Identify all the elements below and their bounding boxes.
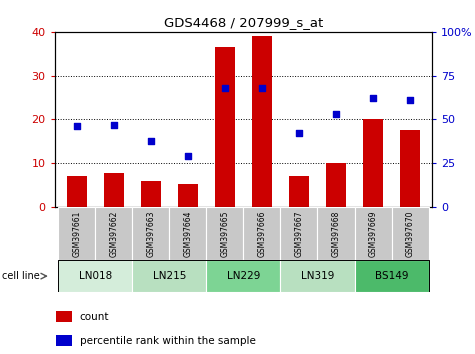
Bar — [400, 130, 420, 207]
Text: count: count — [80, 312, 109, 322]
Point — [73, 124, 81, 129]
Text: GSM397663: GSM397663 — [146, 210, 155, 257]
Bar — [252, 36, 272, 207]
Text: GSM397662: GSM397662 — [109, 210, 118, 257]
Text: GSM397670: GSM397670 — [406, 210, 415, 257]
Title: GDS4468 / 207999_s_at: GDS4468 / 207999_s_at — [164, 16, 323, 29]
Bar — [280, 260, 354, 292]
Point — [258, 85, 266, 91]
Bar — [280, 207, 317, 260]
Bar — [58, 207, 95, 260]
Text: GSM397664: GSM397664 — [183, 210, 192, 257]
Text: LN215: LN215 — [152, 271, 186, 281]
Bar — [243, 207, 280, 260]
Bar — [178, 184, 198, 207]
Bar — [133, 207, 170, 260]
Bar — [289, 176, 309, 207]
Point — [221, 85, 229, 91]
Bar — [363, 120, 383, 207]
Text: LN319: LN319 — [301, 271, 334, 281]
Text: LN018: LN018 — [79, 271, 112, 281]
Point — [147, 138, 155, 143]
Bar — [170, 207, 207, 260]
Text: GSM397669: GSM397669 — [369, 210, 378, 257]
Bar — [317, 207, 354, 260]
Point — [406, 97, 414, 103]
Text: cell line: cell line — [2, 271, 40, 281]
Bar — [58, 260, 133, 292]
Point — [184, 153, 192, 159]
Text: GSM397665: GSM397665 — [220, 210, 229, 257]
Text: GSM397667: GSM397667 — [294, 210, 304, 257]
Point — [110, 122, 118, 127]
Text: BS149: BS149 — [375, 271, 408, 281]
Text: GSM397666: GSM397666 — [257, 210, 266, 257]
Bar — [391, 207, 428, 260]
Text: GSM397661: GSM397661 — [72, 210, 81, 257]
Bar — [104, 173, 124, 207]
Bar — [207, 260, 280, 292]
Text: percentile rank within the sample: percentile rank within the sample — [80, 336, 256, 346]
Bar — [354, 260, 428, 292]
Bar — [215, 47, 235, 207]
Bar — [207, 207, 244, 260]
Point — [369, 96, 377, 101]
Text: GSM397668: GSM397668 — [332, 210, 341, 257]
Bar — [326, 163, 346, 207]
Bar — [66, 176, 87, 207]
Bar — [141, 181, 161, 207]
Bar — [95, 207, 133, 260]
Point — [295, 131, 303, 136]
Bar — [56, 311, 72, 322]
Bar — [133, 260, 207, 292]
Point — [332, 112, 340, 117]
Text: LN229: LN229 — [227, 271, 260, 281]
Bar — [56, 335, 72, 346]
Bar — [354, 207, 391, 260]
